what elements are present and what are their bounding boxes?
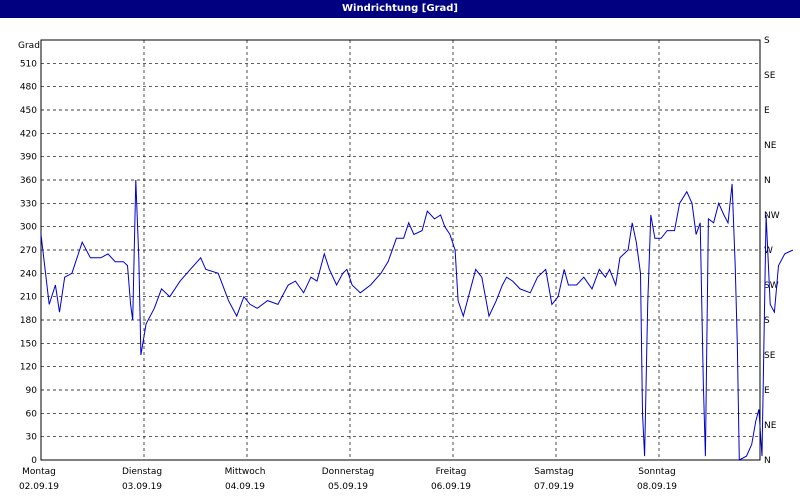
x-tick-date: 06.09.19: [431, 482, 471, 492]
y-tick-label: 150: [20, 339, 37, 349]
right-tick-label: S: [764, 36, 770, 46]
x-tick-day: Donnerstag: [322, 467, 375, 477]
right-tick-label: S: [764, 316, 770, 326]
y-tick-label: 360: [20, 176, 37, 186]
y-tick-label: 210: [20, 293, 37, 303]
right-tick-label: SW: [764, 281, 779, 291]
y-tick-label: 0: [31, 456, 37, 466]
x-tick-date: 05.09.19: [328, 482, 368, 492]
right-tick-label: NE: [764, 141, 777, 151]
x-tick-date: 04.09.19: [225, 482, 265, 492]
series-line: [40, 179, 794, 461]
x-tick-day: Freitag: [436, 467, 467, 477]
y-tick-label: 300: [20, 223, 37, 233]
right-tick-label: N: [764, 456, 771, 466]
right-tick-label: W: [764, 246, 773, 256]
y-tick-label: 60: [26, 409, 38, 419]
x-tick-date: 03.09.19: [122, 482, 162, 492]
right-tick-label: NE: [764, 421, 777, 431]
right-tick-label: E: [764, 386, 770, 396]
x-tick-day: Sonntag: [638, 467, 675, 477]
y-tick-label: 330: [20, 199, 37, 209]
x-tick-day: Samstag: [534, 467, 573, 477]
right-tick-label: SE: [764, 71, 776, 81]
x-tick-day: Montag: [22, 467, 56, 477]
x-tick-date: 07.09.19: [534, 482, 574, 492]
x-tick-date: 02.09.19: [19, 482, 59, 492]
window-title: Windrichtung [Grad]: [0, 0, 800, 18]
x-tick-day: Mittwoch: [225, 467, 266, 477]
right-tick-label: SE: [764, 351, 776, 361]
y-tick-label: 420: [20, 129, 37, 139]
wind-direction-chart: 0 30 60 90 120 150 180 210 240 270 300 330 360 390 420…: [18, 36, 794, 492]
y-tick-label: 180: [20, 316, 37, 326]
right-tick-label: E: [764, 106, 770, 116]
y-tick-label: 450: [20, 106, 37, 116]
y-tick-label: 480: [20, 83, 37, 93]
y-tick-label: 120: [20, 363, 37, 373]
y-tick-label: 390: [20, 153, 37, 163]
right-tick-label: N: [764, 176, 771, 186]
x-tick-date: 08.09.19: [637, 482, 677, 492]
right-tick-label: NW: [764, 211, 780, 221]
y-tick-label: 510: [20, 59, 37, 69]
plot-frame: [40, 39, 761, 461]
y-tick-label: 30: [26, 433, 38, 443]
y-tick-label: 270: [20, 246, 37, 256]
y-tick-label: 240: [20, 269, 37, 279]
x-tick-day: Dienstag: [122, 467, 162, 477]
y-axis-label: Grad: [18, 41, 40, 51]
y-tick-label: 90: [26, 386, 38, 396]
